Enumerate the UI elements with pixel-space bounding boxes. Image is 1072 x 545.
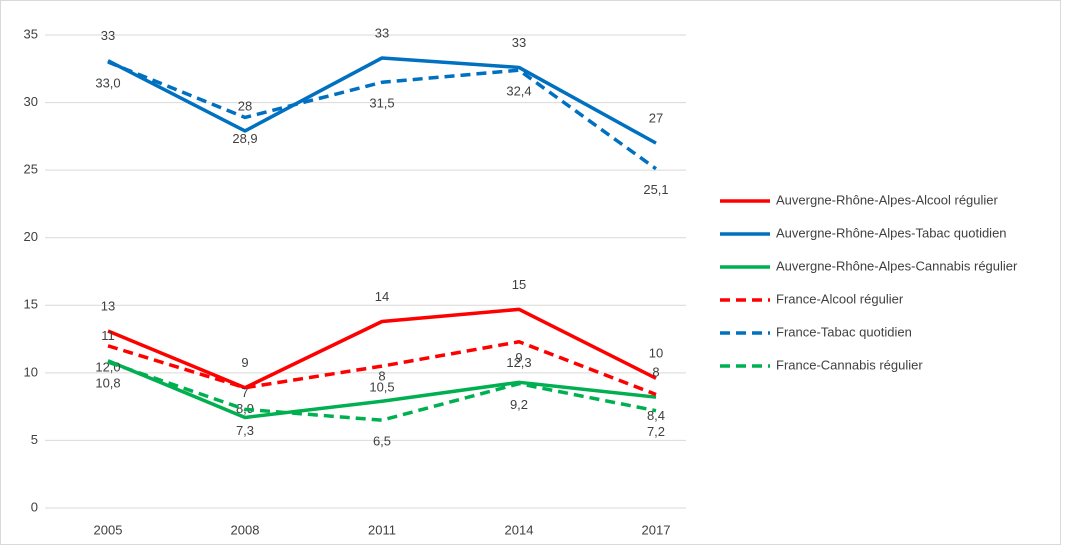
data-label: 9 [515, 350, 522, 365]
series-line [107, 307, 657, 390]
x-tick-label: 2011 [368, 522, 396, 537]
data-label: 13 [101, 298, 115, 313]
data-label: 10 [649, 346, 663, 361]
data-label: 27 [649, 111, 663, 126]
legend-label: Auvergne-Rhône-Alpes-Alcool régulier [776, 192, 999, 207]
x-tick-label: 2005 [94, 522, 123, 537]
data-label: 10,8 [95, 375, 120, 390]
x-tick-label: 2008 [231, 522, 260, 537]
data-label: 6,5 [373, 434, 391, 449]
data-label: 25,1 [643, 182, 668, 197]
data-label: 8,4 [647, 408, 665, 423]
data-label: 7 [241, 385, 248, 400]
data-label: 32,4 [506, 84, 531, 99]
data-label: 8 [378, 369, 385, 384]
series-line [107, 360, 657, 422]
y-tick-label: 35 [24, 26, 38, 41]
legend-label: Auvergne-Rhône-Alpes-Cannabis régulier [776, 258, 1018, 273]
series-line [107, 359, 657, 420]
data-label: 7,3 [236, 423, 254, 438]
data-label: 14 [375, 289, 389, 304]
data-label: 15 [512, 277, 526, 292]
data-label: 8 [652, 365, 659, 380]
data-label: 28 [238, 98, 252, 113]
data-label: 9,2 [510, 397, 528, 412]
legend-label: France-Alcool régulier [776, 291, 904, 306]
legend-label: France-Cannabis régulier [776, 357, 923, 372]
series-line [107, 340, 657, 397]
data-label: 11 [101, 328, 115, 343]
data-label: 7,2 [647, 424, 665, 439]
data-label: 10,5 [369, 380, 394, 395]
y-tick-label: 20 [24, 229, 38, 244]
x-tick-label: 2017 [642, 522, 671, 537]
data-label: 33 [375, 25, 389, 40]
legend-label: France-Tabac quotidien [776, 324, 912, 339]
data-label: 9 [241, 355, 248, 370]
data-label: 33 [101, 28, 115, 43]
y-tick-label: 30 [24, 94, 38, 109]
series-line [107, 56, 657, 145]
data-label: 33,0 [95, 75, 120, 90]
y-tick-label: 0 [31, 499, 38, 514]
x-tick-label: 2014 [505, 522, 534, 537]
y-tick-label: 10 [24, 364, 38, 379]
y-tick-label: 5 [31, 432, 38, 447]
data-label: 28,9 [232, 131, 257, 146]
legend-label: Auvergne-Rhône-Alpes-Tabac quotidien [776, 225, 1007, 240]
y-tick-label: 15 [24, 297, 38, 312]
series-line [107, 60, 658, 171]
data-label: 31,5 [369, 96, 394, 111]
data-label: 33 [512, 35, 526, 50]
y-tick-label: 25 [24, 162, 38, 177]
data-label: 12,3 [506, 355, 531, 370]
